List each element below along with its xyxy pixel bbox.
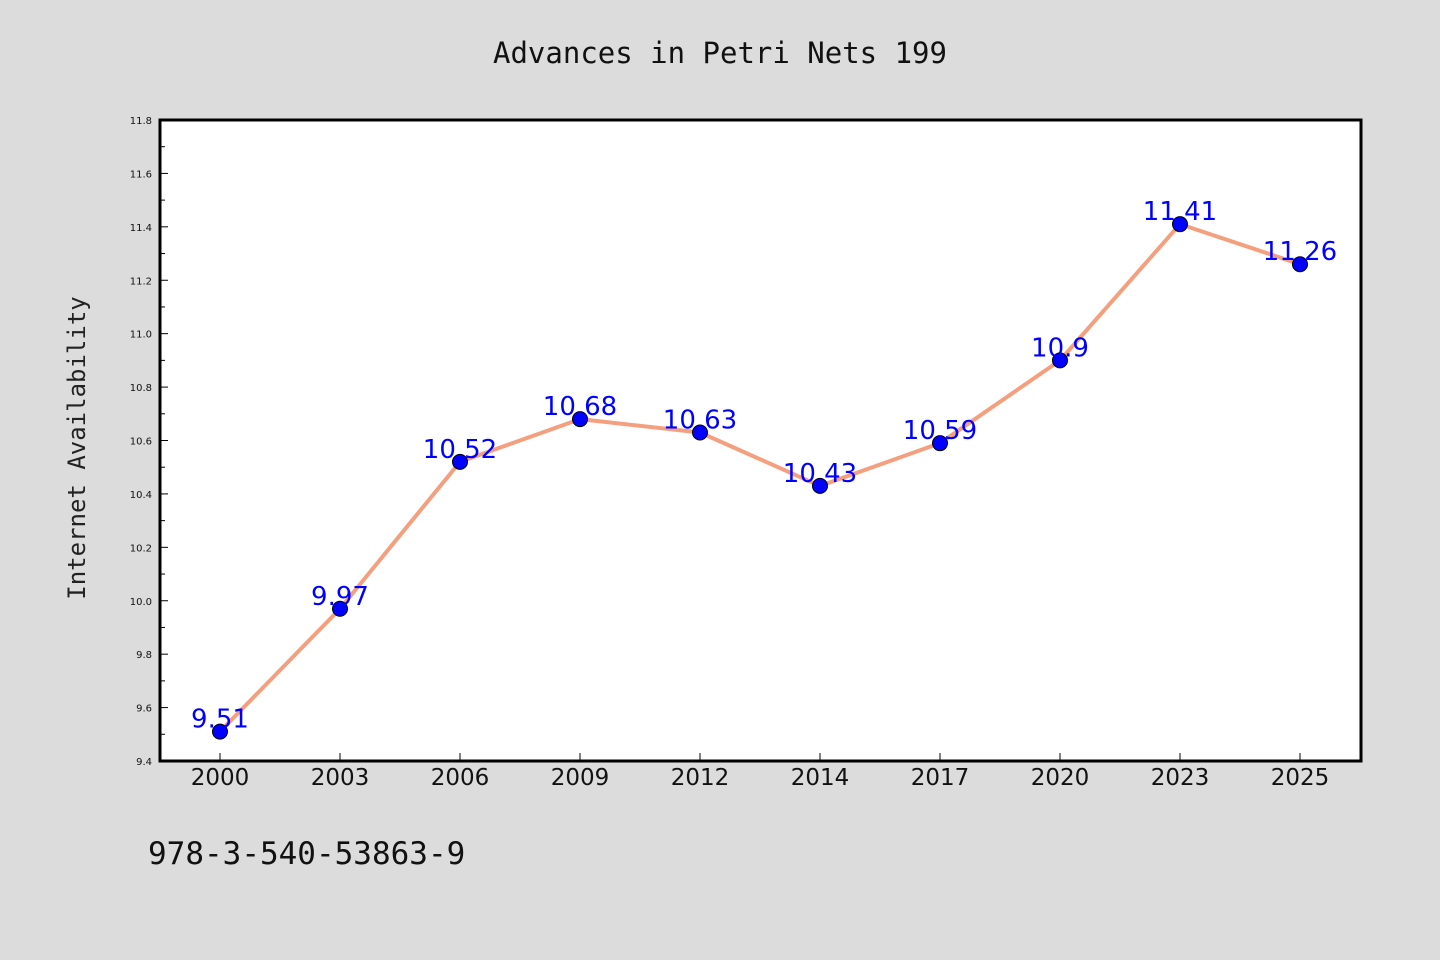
data-label: 10.63 <box>663 405 737 435</box>
y-tick-label: 11.8 <box>130 116 152 127</box>
y-axis-label: Internet Availability <box>63 296 91 599</box>
data-point <box>692 424 708 441</box>
data-point <box>332 600 348 617</box>
y-tick-label: 11.4 <box>130 223 152 234</box>
y-axis: 9.4 9.6 9.8 10.0 10.2 10.4 10.6 10.8 11.0 11.2 11.… <box>130 116 168 768</box>
data-point <box>812 477 828 494</box>
y-tick-label: 9.4 <box>136 757 152 768</box>
data-label: 10.43 <box>783 459 857 489</box>
data-point <box>1172 216 1188 233</box>
data-label: 10.68 <box>543 392 617 422</box>
y-tick-label: 9.8 <box>136 650 152 661</box>
y-tick-label: 10.4 <box>130 490 152 501</box>
data-label: 10.59 <box>903 416 977 446</box>
x-tick-label: 2025 <box>1271 765 1330 791</box>
data-point <box>1292 256 1308 273</box>
data-point <box>452 453 468 470</box>
data-label: 9.97 <box>311 582 369 612</box>
y-tick-label: 10.8 <box>130 383 152 394</box>
plot-area <box>158 118 1363 763</box>
series-group <box>212 216 1308 740</box>
x-tick-label: 2000 <box>191 765 250 791</box>
x-tick-label: 2006 <box>431 765 490 791</box>
data-labels-group: 9.51 9.97 10.52 10.68 10.63 10.43 10.59 10.9 11.… <box>191 197 1337 734</box>
y-tick-label: 10.6 <box>130 437 152 448</box>
y-tick-label: 10.2 <box>130 543 152 554</box>
isbn-footer: 978-3-540-53863-9 <box>148 836 465 872</box>
y-tick-label: 10.0 <box>130 597 152 608</box>
data-label: 10.52 <box>423 435 497 465</box>
chart-title: Advances in Petri Nets 199 <box>493 36 947 70</box>
y-tick-label: 9.6 <box>136 704 152 715</box>
x-axis: 2000 2003 2006 2009 2012 2014 2017 2020 2023 2025 <box>191 753 1330 791</box>
data-point <box>572 411 588 428</box>
x-tick-label: 2023 <box>1151 765 1210 791</box>
data-point <box>932 435 948 452</box>
x-tick-label: 2014 <box>791 765 850 791</box>
x-tick-label: 2003 <box>311 765 370 791</box>
data-label: 9.51 <box>191 705 249 735</box>
x-tick-label: 2012 <box>671 765 730 791</box>
data-label: 11.26 <box>1263 237 1337 267</box>
x-tick-label: 2009 <box>551 765 610 791</box>
x-tick-label: 2020 <box>1031 765 1090 791</box>
x-tick-label: 2017 <box>911 765 970 791</box>
data-label: 10.9 <box>1031 333 1089 363</box>
series-line <box>218 222 1302 734</box>
y-tick-label: 11.2 <box>130 276 152 287</box>
data-point <box>1052 352 1068 369</box>
y-tick-label: 11.0 <box>130 330 152 341</box>
data-label: 11.41 <box>1143 197 1217 227</box>
y-tick-label: 11.6 <box>130 169 152 180</box>
data-point <box>212 723 228 740</box>
